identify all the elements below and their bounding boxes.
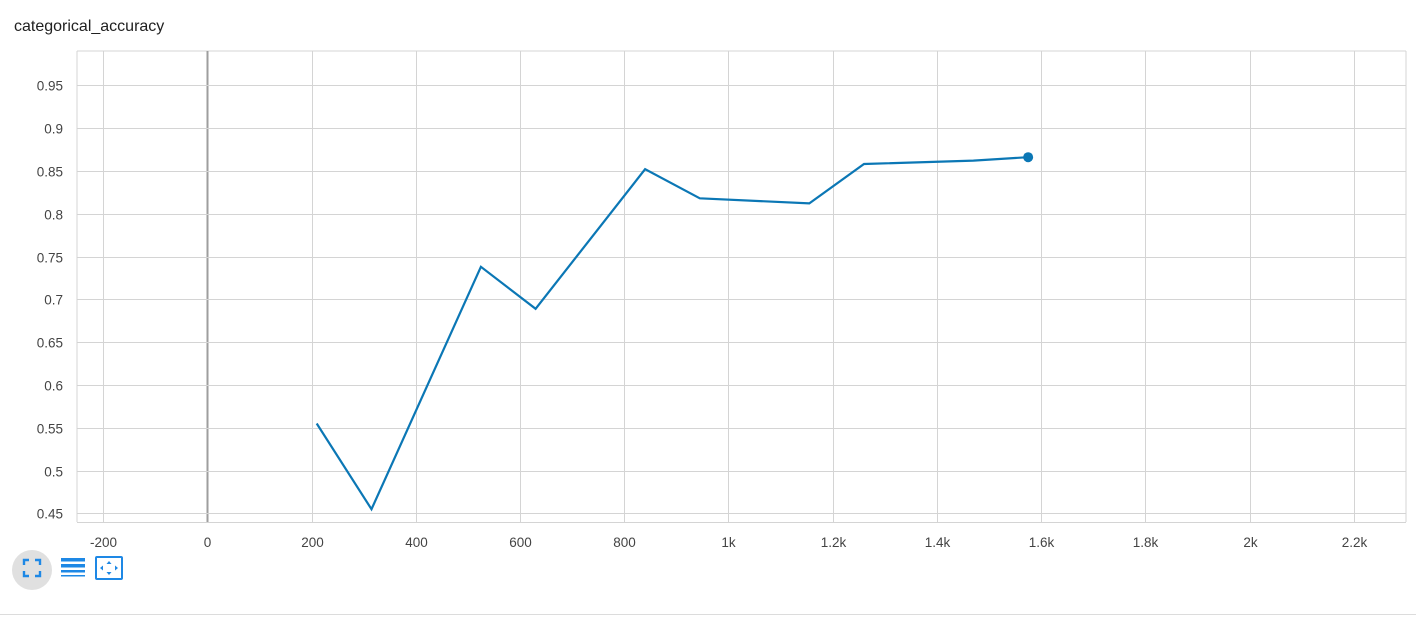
series-line: [315, 156, 1029, 512]
y-tick-label: 0.55: [37, 422, 63, 437]
x-tick-label: 2k: [1243, 535, 1258, 550]
x-tick-label: 1.4k: [925, 535, 951, 550]
y-tick-label: 0.6: [44, 379, 63, 394]
x-tick-label: -200: [90, 535, 117, 550]
y-tick-label: 0.75: [37, 251, 63, 266]
y-tick-label: 0.5: [44, 465, 63, 480]
series-layer: [315, 152, 1034, 512]
tick-labels: -200 0 200 400 600 800 1k 1.2k 1.4k 1.6k 1.8k 2k 2.2…: [37, 79, 1368, 551]
y-tick-label: 0.45: [37, 507, 63, 522]
x-tick-label: 400: [405, 535, 428, 550]
expand-chart-icon: [95, 555, 123, 585]
x-tick-label: 200: [301, 535, 324, 550]
axes: [76, 51, 1406, 523]
chart-toolbar: [12, 550, 124, 590]
toggle-log-scale-icon: [61, 557, 85, 584]
x-tick-label: 800: [613, 535, 636, 550]
y-tick-label: 0.95: [37, 79, 63, 94]
toggle-log-scale-button[interactable]: [58, 550, 88, 590]
grid-lines: [77, 50, 1407, 522]
x-tick-label: 1.6k: [1029, 535, 1055, 550]
expand-chart-button[interactable]: [94, 550, 124, 590]
x-tick-label: 1.8k: [1133, 535, 1159, 550]
x-tick-label: 2.2k: [1342, 535, 1368, 550]
fit-domain-button[interactable]: [12, 550, 52, 590]
x-tick-label: 0: [204, 535, 212, 550]
y-tick-label: 0.7: [44, 293, 63, 308]
last-data-point: [1023, 152, 1034, 163]
y-tick-label: 0.9: [44, 122, 63, 137]
fit-domain-icon: [22, 558, 42, 583]
x-tick-label: 1.2k: [821, 535, 847, 550]
x-tick-label: 1k: [721, 535, 736, 550]
y-tick-label: 0.65: [37, 336, 63, 351]
x-tick-label: 600: [509, 535, 532, 550]
bottom-divider: [0, 614, 1416, 615]
chart-title: categorical_accuracy: [14, 18, 165, 35]
y-tick-label: 0.85: [37, 165, 63, 180]
y-tick-label: 0.8: [44, 208, 63, 223]
